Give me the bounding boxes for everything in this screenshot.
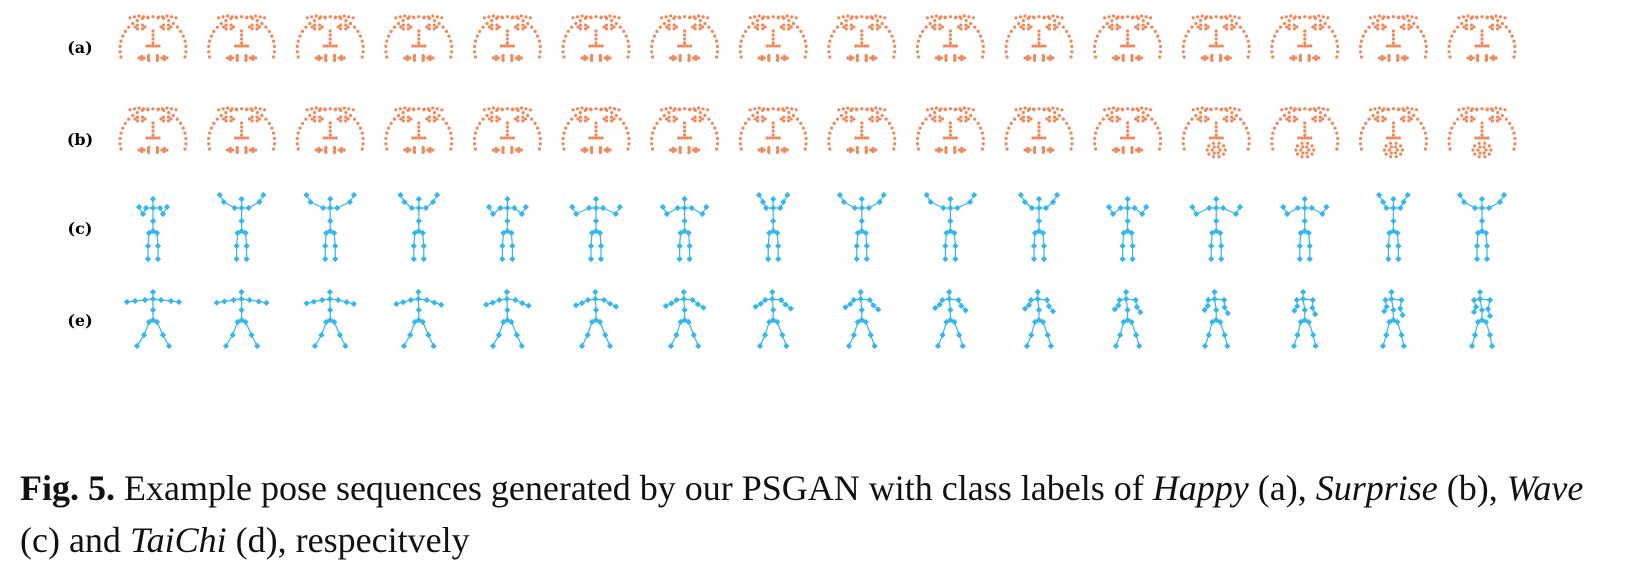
skeleton-pose-frame xyxy=(1021,288,1057,350)
face-landmark-frame xyxy=(827,106,897,154)
face-landmark-frame xyxy=(561,106,631,154)
face-landmark-frame xyxy=(384,106,454,154)
caption-text-1: Example pose sequences generated by our … xyxy=(115,468,1153,508)
face-landmark-frame xyxy=(738,106,808,154)
skeleton-pose-frame xyxy=(483,288,532,350)
caption-text-2: (a), xyxy=(1248,468,1316,508)
face-landmark-frame xyxy=(1093,14,1163,63)
skeleton-pose-frame xyxy=(1290,288,1319,350)
figure-caption: Fig. 5. Example pose sequences generated… xyxy=(20,462,1610,566)
skeleton-pose-frame xyxy=(213,288,270,350)
face-landmark-frame xyxy=(827,14,897,63)
face-landmark-frame xyxy=(915,14,985,63)
face-landmark-frame xyxy=(472,106,542,154)
skeleton-pose-frame xyxy=(397,191,441,263)
face-landmark-frame xyxy=(738,14,808,63)
skeleton-pose-frame xyxy=(1375,191,1411,263)
skeleton-pose-frame xyxy=(393,288,445,350)
skeleton-pose-frame xyxy=(659,195,710,263)
face-landmark-frame xyxy=(915,106,985,154)
face-landmark-frame xyxy=(118,106,188,154)
face-landmark-frame xyxy=(1004,106,1074,154)
face-landmark-frame xyxy=(1270,14,1340,63)
skeleton-pose-frame xyxy=(1456,191,1508,263)
skeleton-pose-frame xyxy=(836,191,887,263)
skeleton-pose-frame xyxy=(303,191,358,263)
face-landmark-frame xyxy=(207,106,277,154)
caption-happy: Happy xyxy=(1152,468,1249,508)
skeleton-pose-frame xyxy=(303,288,357,350)
skeleton-pose-frame xyxy=(932,288,969,350)
skeleton-pose-frame xyxy=(923,191,978,263)
skeleton-pose-frame xyxy=(123,288,183,350)
face-landmark-frame xyxy=(1358,106,1428,159)
face-landmark-frame xyxy=(1447,14,1517,63)
pose-sequence-figure: (a) (b) (c) (e) xyxy=(66,14,1517,350)
face-landmark-frame xyxy=(1270,106,1340,159)
face-landmark-frame xyxy=(1358,14,1428,63)
face-landmark-frame xyxy=(295,14,365,63)
face-landmark-frame xyxy=(1004,14,1074,63)
face-landmark-frame xyxy=(118,14,188,63)
caption-text-5: (d), respecitvely xyxy=(226,520,470,560)
face-landmark-frame xyxy=(1181,14,1251,63)
skeleton-pose-frame xyxy=(569,195,623,263)
face-landmark-frame xyxy=(1447,106,1517,159)
skeleton-pose-frame xyxy=(1468,288,1496,350)
skeleton-pose-frame xyxy=(662,288,707,350)
face-landmark-frame xyxy=(1093,106,1163,154)
skeleton-pose-frame xyxy=(1017,191,1061,263)
row-label-e: (e) xyxy=(67,311,93,330)
face-landmark-frame xyxy=(650,106,720,154)
row-label-b: (b) xyxy=(66,130,94,149)
row-label-c: (c) xyxy=(67,219,93,238)
face-landmark-frame xyxy=(472,14,542,63)
skeleton-pose-frame xyxy=(1111,288,1144,350)
pose-frames xyxy=(118,14,1517,350)
face-landmark-frame xyxy=(650,14,720,63)
face-landmark-frame xyxy=(561,14,631,63)
skeleton-pose-frame xyxy=(1189,195,1244,263)
skeleton-pose-frame xyxy=(485,195,529,263)
skeleton-pose-frame xyxy=(755,191,791,263)
skeleton-pose-frame xyxy=(135,195,171,263)
caption-text-4: (c) and xyxy=(20,520,130,560)
skeleton-pose-frame xyxy=(1280,195,1330,263)
caption-taichi: TaiChi xyxy=(129,520,227,560)
skeleton-pose-frame xyxy=(842,288,882,350)
face-landmark-frame xyxy=(295,106,365,154)
face-landmark-frame xyxy=(207,14,277,63)
caption-text-3: (b), xyxy=(1437,468,1507,508)
skeleton-pose-frame xyxy=(1201,288,1231,350)
caption-surprise: Surprise xyxy=(1315,468,1438,508)
caption-fig-label: Fig. 5. xyxy=(20,468,115,508)
face-landmark-frame xyxy=(1181,106,1251,159)
caption-wave: Wave xyxy=(1506,468,1584,508)
skeleton-pose-frame xyxy=(572,288,620,350)
skeleton-pose-frame xyxy=(216,191,267,263)
face-landmark-frame xyxy=(384,14,454,63)
skeleton-pose-frame xyxy=(1105,195,1150,263)
skeleton-pose-frame xyxy=(1379,288,1407,350)
row-label-a: (a) xyxy=(67,38,93,57)
skeleton-pose-frame xyxy=(752,288,794,350)
